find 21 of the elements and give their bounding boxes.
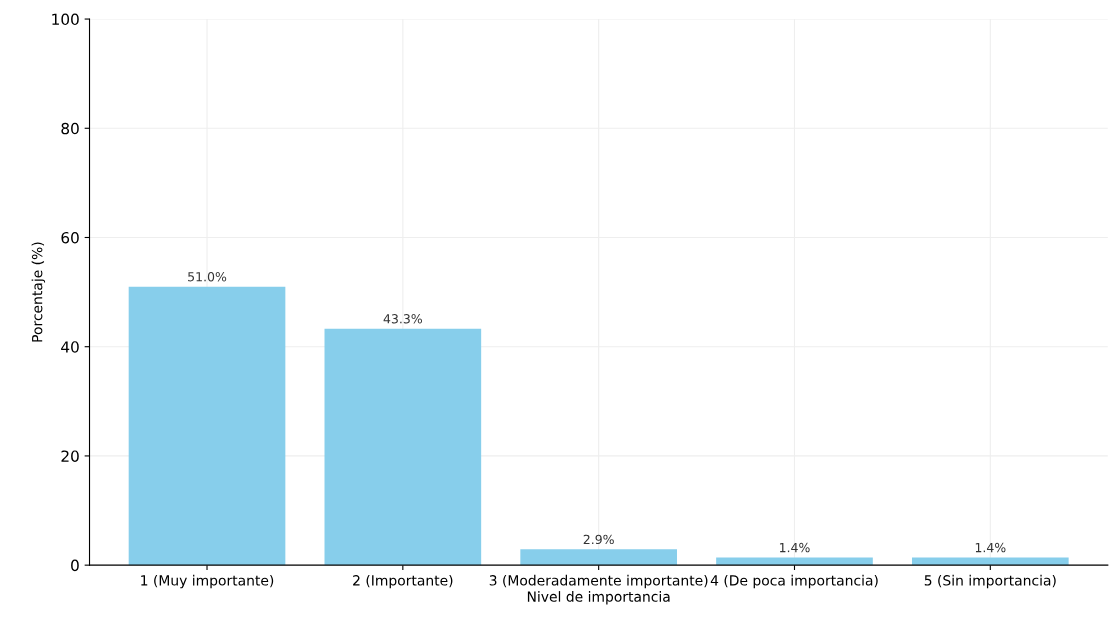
y-tick-label: 100 [52, 13, 79, 26]
x-tick-label: 4 (De poca importancia) [710, 574, 878, 589]
x-axis-title: Nivel de importancia [527, 591, 670, 605]
x-tick-label: 3 (Moderadamente importante) [489, 574, 708, 589]
x-tick-label: 1 (Muy importante) [141, 574, 274, 589]
y-axis-title: Porcentaje (%) [31, 242, 46, 342]
y-tick-label: 0 [71, 559, 79, 572]
x-tick-label: 5 (Sin importancia) [924, 574, 1056, 589]
data-label: 2.9% [583, 534, 614, 545]
y-tick-label: 60 [61, 231, 79, 244]
data-label: 1.4% [779, 542, 810, 553]
data-label: 1.4% [975, 542, 1006, 553]
y-tick-label: 40 [61, 341, 79, 353]
y-tick-label: 20 [61, 450, 79, 462]
bar [128, 286, 286, 566]
y-tick-label: 80 [61, 122, 79, 135]
x-tick-label: 2 (Importante) [353, 574, 453, 589]
bar [520, 549, 677, 566]
data-label: 43.3% [383, 314, 423, 324]
bar [324, 328, 482, 566]
data-label: 51.0% [188, 271, 227, 282]
